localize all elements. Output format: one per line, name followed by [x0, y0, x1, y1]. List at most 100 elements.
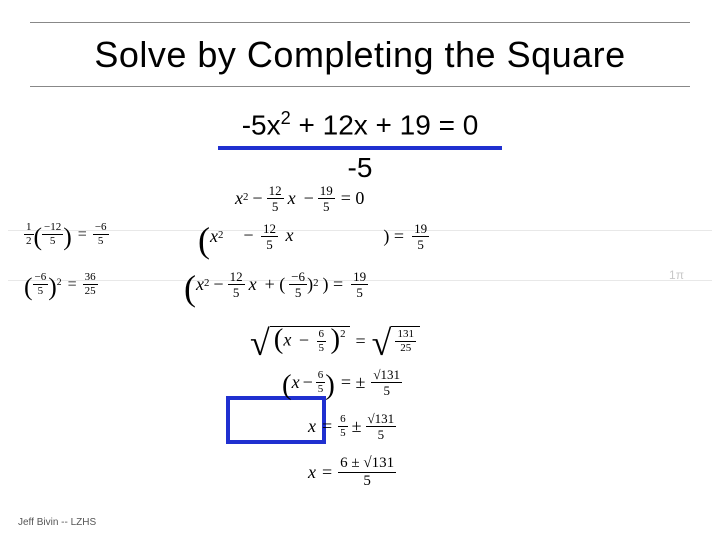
l1-5a: 5: [272, 199, 279, 213]
l2-5b: 5: [417, 237, 424, 251]
l4-eq: =: [356, 331, 366, 352]
l1-eq0: = 0: [341, 188, 365, 209]
l3-minus: −: [213, 274, 223, 295]
l3-12: 12: [228, 270, 245, 285]
l6-6: 6: [338, 414, 348, 427]
l7-x: x: [308, 462, 316, 483]
l4-5: 5: [319, 342, 325, 354]
l5-s131: √131: [371, 368, 402, 383]
l5-s131-5: √1315: [371, 368, 402, 397]
slide-footer: Jeff Bivin -- LZHS: [18, 517, 96, 528]
l3-exp2: 2: [313, 277, 318, 289]
sw2-exp: 2: [57, 277, 62, 288]
l4-exp: 2: [340, 328, 345, 340]
l1-x: x: [235, 188, 243, 209]
title-underline: [30, 86, 690, 87]
l3-5: 5: [233, 285, 240, 299]
l2-x: x: [210, 226, 218, 247]
line5: (x − 65 ) = ± √1315: [282, 368, 402, 397]
l6-6-5: 65: [338, 414, 348, 439]
line2: ( x2 − 125 x ) = 195: [198, 222, 429, 251]
sw-5: 5: [50, 235, 56, 247]
l5-5: 5: [318, 383, 324, 395]
l4-minus: −: [299, 330, 309, 350]
l4-25: 25: [400, 342, 411, 354]
sw-half-frac: 12: [24, 222, 34, 247]
sw-n6: −6: [93, 222, 109, 235]
sw-2: 2: [26, 235, 32, 247]
eq-exponent: 2: [281, 108, 291, 128]
top-divider: [30, 22, 690, 23]
division-bar: [218, 146, 502, 150]
l4-sqrt: √: [250, 322, 270, 364]
l6-s131-5: √1315: [366, 412, 397, 441]
l2-minus: −: [243, 225, 253, 245]
l3-x2: x: [249, 274, 257, 295]
l4-radicand: (x − 65 )2: [270, 326, 350, 356]
l1-x2: x: [288, 188, 296, 209]
sw2-36-25: 3625: [83, 272, 98, 297]
sw-eq: =: [78, 226, 87, 244]
l1-12: 12: [267, 184, 284, 199]
sw-neg6-5: −65: [93, 222, 109, 247]
sw2-eq: =: [68, 276, 77, 294]
l7-final-frac: 6 ± √1315: [338, 456, 396, 489]
l1-frac19-5: 195: [318, 184, 335, 213]
l3-19: 19: [351, 270, 368, 285]
l3-plus: + (: [265, 274, 286, 295]
l3-5c: 5: [356, 285, 363, 299]
l3-n6: −6: [289, 270, 307, 285]
l2-5: 5: [266, 237, 273, 251]
l5-eq: = ±: [341, 372, 366, 393]
l5-6: 6: [316, 370, 326, 383]
l2-x2: x: [285, 225, 293, 245]
slide-title: Solve by Completing the Square: [0, 34, 720, 76]
l3-frac19-5: 195: [351, 270, 368, 299]
l4-6: 6: [317, 329, 327, 342]
l6-pm: ±: [352, 416, 362, 437]
l6-5: 5: [340, 427, 346, 439]
l4-131: 131: [395, 329, 416, 342]
l2-exp: 2: [218, 229, 223, 241]
sidework-half: 12 ( −125 ) = −65: [24, 222, 109, 247]
l1-exp: 2: [243, 191, 248, 203]
sidework-square: ( −65 )2 = 3625: [24, 272, 98, 297]
l1-frac12-5: 125: [267, 184, 284, 213]
sw2-n6: −6: [33, 272, 49, 285]
l2-frac12-5: 125: [261, 222, 278, 251]
divisor-label: -5: [0, 152, 720, 184]
line6: x = 65 ± √1315: [308, 412, 396, 441]
l5-5b: 5: [383, 383, 390, 397]
l5-x: x: [292, 372, 300, 393]
l6-eq: =: [322, 416, 332, 437]
l1-minus2: −: [304, 188, 314, 209]
l4-6-5: 65: [317, 329, 327, 354]
l2-rp-eq: ) =: [383, 226, 404, 247]
line7: x = 6 ± √1315: [308, 456, 396, 489]
line4: √ (x − 65 )2 = √ 13125: [250, 320, 420, 362]
l6-5b: 5: [378, 427, 385, 441]
l4-131-25: 13125: [395, 329, 416, 354]
sw2-neg6-5: −65: [33, 272, 49, 297]
sw-neg12-5: −125: [42, 222, 63, 247]
l4-x: x: [283, 330, 291, 350]
l7-num: 6 ± √131: [338, 456, 396, 473]
l7-eq: =: [322, 462, 332, 483]
l1-19: 19: [318, 184, 335, 199]
l2-12: 12: [261, 222, 278, 237]
line3: ( x2 − 125 x + ( −65 )2 ) = 195: [184, 270, 368, 299]
sw-5b: 5: [98, 235, 104, 247]
eq-term-a: -5x: [242, 109, 281, 140]
watermark-1pi: 1π: [669, 268, 684, 282]
l2-frac19-5: 195: [412, 222, 429, 251]
l1-minus1: −: [252, 188, 262, 209]
l3-neg6-5: −65: [289, 270, 307, 299]
sw2-5: 5: [38, 285, 44, 297]
l3-x: x: [196, 274, 204, 295]
sw2-36: 36: [83, 272, 98, 285]
l5-minus: −: [303, 372, 313, 393]
l4-sqrt2: √: [372, 322, 392, 364]
l2-19: 19: [412, 222, 429, 237]
l1-5b: 5: [323, 199, 330, 213]
sw-n12: −12: [42, 222, 63, 235]
